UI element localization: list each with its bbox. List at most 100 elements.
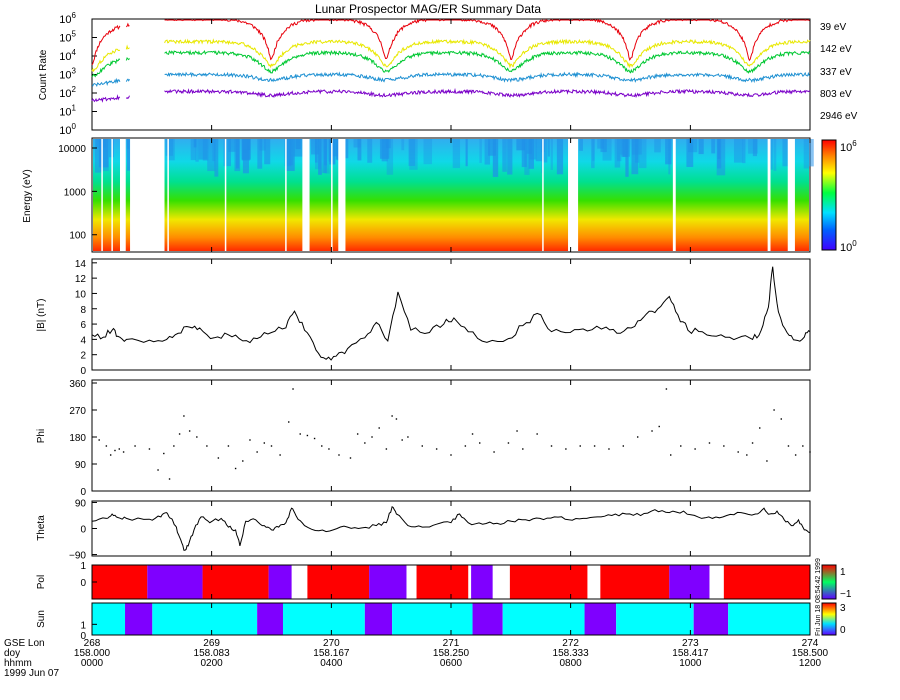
spectrogram-panel: Energy (eV) 100 1000 10000 106 100 bbox=[22, 137, 857, 254]
phi-point bbox=[321, 445, 323, 447]
spectrogram-gap bbox=[338, 139, 346, 251]
phi-point bbox=[435, 448, 438, 450]
phi-panel: Phi 0 90 180 270 360 bbox=[36, 379, 811, 498]
phi-point bbox=[479, 442, 481, 444]
phi-point bbox=[105, 445, 108, 447]
x-tick-labels: 268158.0000000269158.0830200270158.16704… bbox=[74, 19, 829, 669]
phi-point bbox=[507, 442, 510, 444]
theta-frame bbox=[91, 500, 811, 557]
gse-lon-row-label: GSE Lon bbox=[4, 638, 45, 649]
sun-colorbar bbox=[821, 602, 837, 636]
spectrogram-texture bbox=[686, 139, 694, 168]
polarity-segment bbox=[509, 565, 588, 599]
x-tick-gse-lon: 274 bbox=[802, 638, 819, 649]
phi-ytick-label: 360 bbox=[69, 379, 86, 390]
polarity-ytick-label: 0 bbox=[80, 578, 86, 589]
x-tick-gse-lon: 271 bbox=[443, 638, 460, 649]
spectrogram-texture bbox=[353, 139, 361, 148]
phi-point bbox=[196, 436, 198, 438]
hhmm-row-label: hhmm bbox=[4, 658, 32, 669]
spectrogram-texture bbox=[529, 139, 537, 160]
spectrogram-texture bbox=[324, 139, 330, 174]
count-rate-ytick-label: 103 bbox=[59, 67, 76, 82]
spectrogram-texture bbox=[386, 139, 394, 175]
spectrogram-texture bbox=[100, 139, 109, 172]
spectrogram-ylabel: Energy (eV) bbox=[22, 169, 33, 222]
legend-142ev: 142 eV bbox=[820, 44, 852, 55]
spectrogram-texture bbox=[665, 139, 672, 165]
spectrogram-texture bbox=[484, 139, 491, 165]
spectrogram-texture bbox=[318, 139, 322, 175]
field-magnitude-ytick-label: 14 bbox=[75, 259, 87, 270]
polarity-segments bbox=[92, 565, 810, 599]
spectrogram-texture bbox=[322, 139, 327, 174]
spectrogram-texture bbox=[342, 139, 349, 159]
theta-trace bbox=[91, 506, 811, 551]
phi-point bbox=[371, 436, 373, 438]
spectrogram-texture bbox=[126, 139, 130, 149]
spectrogram-texture bbox=[716, 139, 726, 176]
doy-row-label: doy bbox=[4, 648, 20, 659]
phi-point bbox=[188, 430, 191, 432]
sun-segment bbox=[392, 603, 473, 635]
phi-point bbox=[536, 433, 538, 435]
theta-ytick-label: 0 bbox=[80, 525, 86, 536]
count-rate-ytick-label: 101 bbox=[59, 104, 76, 119]
polarity-segment bbox=[147, 565, 203, 599]
figure-title: Lunar Prospector MAG/ER Summary Data bbox=[315, 2, 541, 16]
polarity-segment bbox=[369, 565, 407, 599]
phi-point bbox=[178, 433, 181, 435]
theta-ytick-label: −90 bbox=[69, 551, 86, 562]
phi-point bbox=[746, 454, 748, 456]
spectrogram-ytick-label: 10000 bbox=[58, 144, 86, 155]
count-rate-line-337-eV bbox=[91, 49, 811, 78]
phi-point bbox=[163, 452, 165, 455]
polarity-colorbar-min: −1 bbox=[840, 589, 852, 600]
spectrogram-texture bbox=[193, 139, 197, 148]
spectrogram-texture bbox=[293, 139, 304, 157]
x-tick-gse-lon: 273 bbox=[682, 638, 699, 649]
spectrogram-texture bbox=[591, 139, 595, 169]
x-tick-doy: 158.417 bbox=[672, 648, 709, 659]
phi-ytick-label: 270 bbox=[69, 406, 86, 417]
polarity-segment bbox=[92, 565, 148, 599]
field-magnitude-ytick-label: 6 bbox=[80, 320, 86, 331]
theta-ylabel: Theta bbox=[36, 515, 47, 541]
spectrogram-texture bbox=[492, 139, 499, 177]
spectrogram-texture bbox=[379, 139, 390, 159]
phi-ytick-label: 90 bbox=[75, 460, 87, 471]
spectrogram-texture bbox=[711, 139, 716, 154]
spectrogram-texture bbox=[207, 139, 216, 172]
theta-yticks: −90 0 90 bbox=[69, 498, 97, 562]
spectrogram-image bbox=[93, 139, 814, 251]
sun-segment bbox=[728, 603, 810, 635]
spectrogram-gap bbox=[120, 139, 126, 251]
spectrogram-texture bbox=[259, 139, 266, 151]
phi-point bbox=[751, 442, 754, 444]
spectrogram-gap bbox=[285, 139, 287, 251]
phi-ytick-label: 180 bbox=[69, 433, 86, 444]
spectrogram-texture bbox=[234, 139, 241, 172]
phi-point bbox=[134, 445, 136, 447]
field-magnitude-ytick-label: 0 bbox=[80, 366, 86, 377]
spectrogram-texture bbox=[768, 139, 773, 170]
spectrogram-texture bbox=[621, 139, 630, 157]
polarity-segment bbox=[600, 565, 670, 599]
sun-segment bbox=[472, 603, 503, 635]
spectrogram-texture bbox=[488, 139, 496, 156]
count-rate-ytick-label: 100 bbox=[59, 122, 76, 137]
spectrogram-texture bbox=[409, 139, 418, 170]
phi-point bbox=[708, 442, 711, 444]
date-label: 1999 Jun 07 bbox=[4, 668, 59, 679]
spectrogram-texture bbox=[521, 139, 527, 168]
spectrogram-texture bbox=[195, 139, 199, 162]
spectrogram-texture bbox=[314, 139, 318, 163]
spectrogram-gap bbox=[331, 139, 333, 251]
field-magnitude-panel: |B| (nT) 0 2 4 6 8 10 12 14 bbox=[36, 258, 811, 377]
phi-point bbox=[766, 460, 768, 462]
count-rate-line-142-eV bbox=[91, 38, 811, 73]
phi-point bbox=[183, 415, 185, 417]
phi-point bbox=[471, 433, 474, 435]
spectrogram-texture bbox=[212, 139, 216, 162]
sun-segment bbox=[364, 603, 393, 635]
